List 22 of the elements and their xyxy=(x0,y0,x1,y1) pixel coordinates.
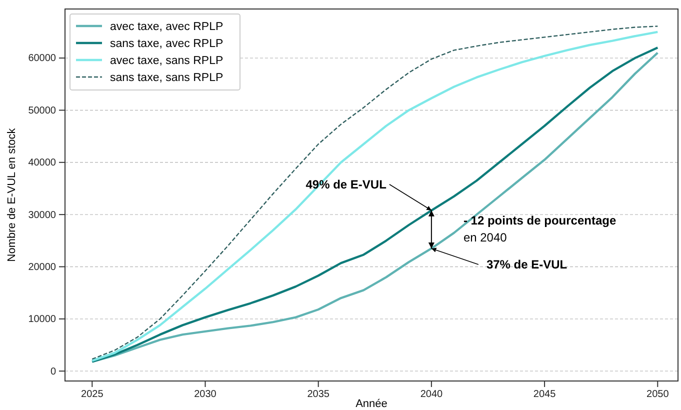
x-tick-label: 2050 xyxy=(646,389,670,400)
y-tick-label: 50000 xyxy=(28,105,56,116)
legend-label: avec taxe, sans RPLP xyxy=(110,55,224,67)
y-tick-label: 20000 xyxy=(28,262,56,273)
y-tick-label: 10000 xyxy=(28,314,56,326)
y-tick-label: 60000 xyxy=(28,53,56,64)
x-axis-title: Année xyxy=(356,398,388,410)
y-tick-label: 0 xyxy=(50,366,56,378)
y-axis-title: Nombre de E-VUL en stock xyxy=(6,128,18,262)
y-tick-label: 40000 xyxy=(28,158,56,169)
annotation: - 12 points de pourcentage en 2040 xyxy=(463,213,616,244)
annotation: 49% de E-VUL xyxy=(306,177,386,192)
annotation: 37% de E-VUL xyxy=(486,257,568,272)
x-tick-label: 2035 xyxy=(307,389,330,400)
legend-label: sans taxe, avec RPLP xyxy=(110,38,224,50)
x-tick-label: 2025 xyxy=(81,389,104,400)
x-tick-label: 2030 xyxy=(194,389,217,400)
legend-label: sans taxe, sans RPLP xyxy=(110,72,224,84)
y-tick-label: 30000 xyxy=(28,210,56,221)
legend-label: avec taxe, avec RPLP xyxy=(110,21,224,33)
x-tick-label: 2040 xyxy=(420,389,443,400)
x-tick-label: 2045 xyxy=(533,389,556,400)
